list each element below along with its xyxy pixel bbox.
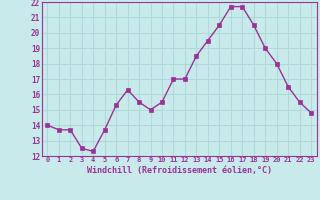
X-axis label: Windchill (Refroidissement éolien,°C): Windchill (Refroidissement éolien,°C): [87, 166, 272, 175]
